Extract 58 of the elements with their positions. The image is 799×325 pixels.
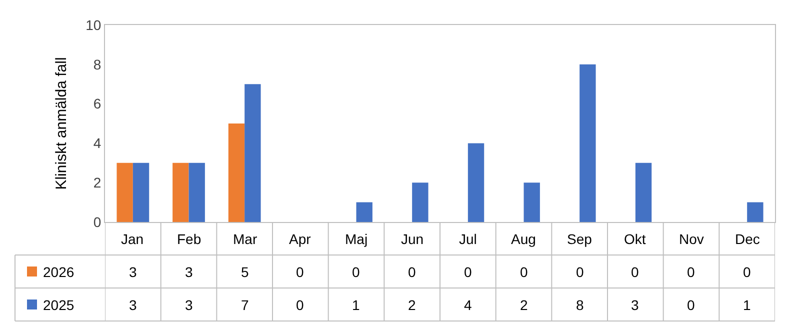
data-label: 7 <box>241 297 249 313</box>
data-label: 2 <box>520 297 528 313</box>
bar <box>116 162 133 222</box>
x-tick-label: Apr <box>289 231 312 247</box>
data-label: 3 <box>631 297 639 313</box>
bar <box>580 64 596 222</box>
y-tick-label: 2 <box>93 174 102 190</box>
data-label: 1 <box>743 297 751 313</box>
x-tick-label: Jan <box>121 231 144 247</box>
y-tick-label: 10 <box>86 16 102 33</box>
data-label: 0 <box>464 264 472 280</box>
y-tick-label: 0 <box>93 214 102 230</box>
x-tick-label: Jun <box>401 231 424 247</box>
data-label: 0 <box>408 264 416 280</box>
data-label: 0 <box>296 297 304 313</box>
data-label: 5 <box>241 264 249 280</box>
data-label: 8 <box>576 297 584 313</box>
bar <box>412 182 428 222</box>
bar <box>747 202 764 222</box>
x-tick-label: Dec <box>735 231 760 247</box>
legend-label: 2026 <box>43 264 74 280</box>
x-tick-label: Okt <box>624 231 646 247</box>
data-label: 0 <box>296 264 304 280</box>
x-tick-label: Jul <box>459 231 477 247</box>
data-label: 0 <box>352 264 360 280</box>
bar <box>524 182 540 222</box>
bar <box>468 143 484 222</box>
data-label: 0 <box>687 264 695 280</box>
bar <box>228 124 245 222</box>
bar <box>244 84 261 222</box>
x-tick-label: Maj <box>345 231 368 247</box>
x-tick-label: Nov <box>679 231 704 247</box>
data-label: 3 <box>185 264 193 280</box>
y-tick-label: 8 <box>93 56 102 72</box>
y-axis-title: Kliniskt anmälda fall <box>52 57 70 190</box>
data-label: 0 <box>520 264 528 280</box>
bar <box>188 162 205 222</box>
x-tick-label: Sep <box>567 231 592 247</box>
bar <box>356 202 372 222</box>
data-label: 3 <box>129 264 137 280</box>
y-tick-label: 4 <box>93 135 102 152</box>
legend-label: 2025 <box>43 297 74 313</box>
bar <box>635 162 652 222</box>
data-label: 0 <box>743 264 751 280</box>
x-tick-label: Aug <box>511 231 536 247</box>
data-label: 1 <box>352 297 360 313</box>
bar <box>172 162 189 222</box>
y-tick-label: 6 <box>93 96 102 112</box>
data-label: 4 <box>464 297 472 313</box>
data-label: 0 <box>576 264 584 280</box>
data-label: 3 <box>129 297 137 313</box>
data-label: 0 <box>687 297 695 313</box>
data-label: 3 <box>185 297 193 313</box>
x-tick-label: Mar <box>233 231 258 247</box>
data-label: 0 <box>631 264 639 280</box>
x-tick-label: Feb <box>177 231 202 247</box>
bar <box>132 162 150 222</box>
data-label: 2 <box>408 297 416 313</box>
